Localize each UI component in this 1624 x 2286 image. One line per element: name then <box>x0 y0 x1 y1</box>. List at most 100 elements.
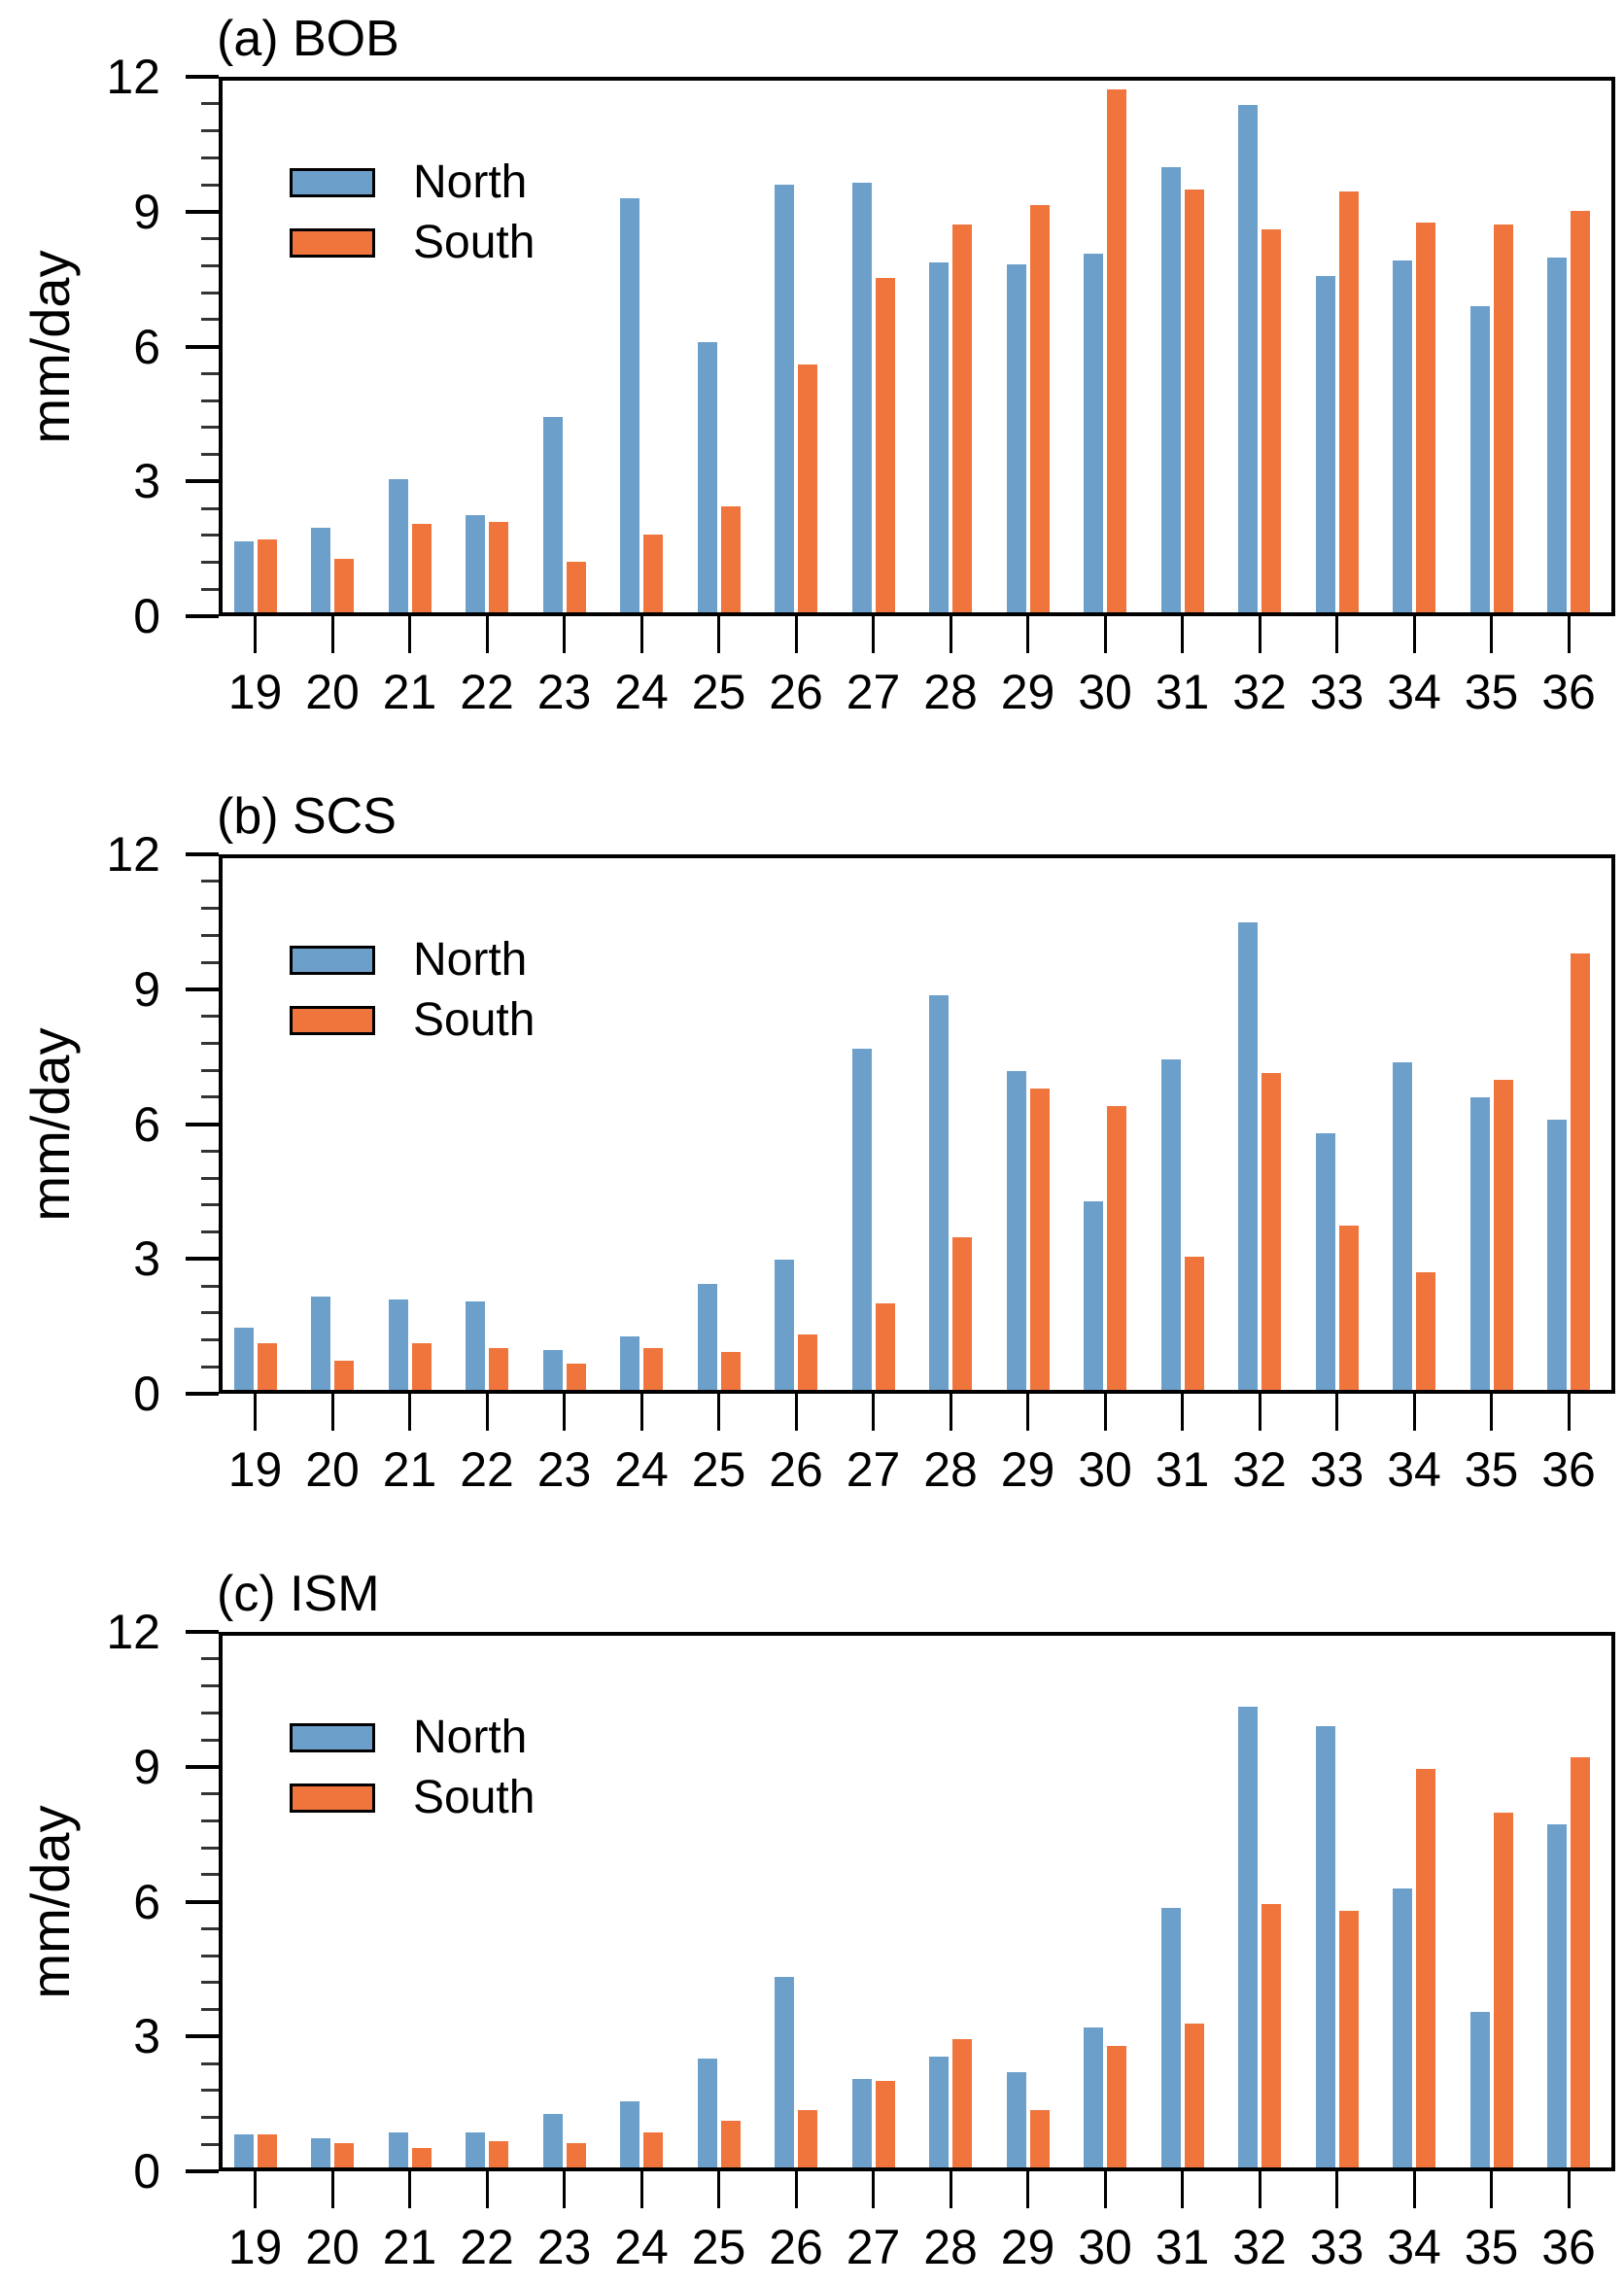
y-minor-tick-b <box>201 1203 219 1207</box>
bar-south-b-34 <box>1416 1272 1435 1390</box>
xtick-label-a-24: 24 <box>614 665 669 719</box>
bar-north-c-24 <box>620 2100 639 2167</box>
ytick-label-b-3: 3 <box>133 1231 160 1287</box>
ytick-label-a-12: 12 <box>106 50 160 104</box>
y-minor-tick-c <box>201 2061 219 2065</box>
x-tick-a-19 <box>254 616 257 653</box>
bar-south-a-21 <box>411 523 432 612</box>
bar-south-b-30 <box>1107 1106 1126 1390</box>
y-major-tick-a <box>186 479 219 484</box>
y-minor-tick-b <box>201 1068 219 1072</box>
y-major-tick-b <box>186 852 219 856</box>
y-major-tick-a <box>186 344 219 349</box>
y-minor-tick-a <box>201 102 219 106</box>
xtick-label-c-30: 30 <box>1078 2220 1132 2274</box>
x-tick-a-29 <box>1026 616 1029 653</box>
y-minor-tick-c <box>201 1818 219 1822</box>
xtick-label-b-27: 27 <box>846 1442 901 1497</box>
bar-south-a-33 <box>1338 190 1359 612</box>
x-tick-c-19 <box>254 2171 257 2208</box>
x-tick-b-21 <box>408 1394 411 1431</box>
legend-north-label-b: North <box>413 934 528 986</box>
y-major-tick-b <box>186 1392 219 1396</box>
y-minor-tick-b <box>201 1149 219 1153</box>
bar-north-b-34 <box>1393 1061 1412 1390</box>
x-tick-c-33 <box>1335 2171 1338 2208</box>
y-minor-tick-c <box>201 1926 219 1930</box>
bar-south-a-30 <box>1107 89 1126 612</box>
xtick-label-b-30: 30 <box>1078 1442 1132 1497</box>
xtick-label-b-31: 31 <box>1155 1442 1210 1497</box>
bar-north-a-34 <box>1393 260 1412 612</box>
y-minor-tick-a <box>201 587 219 591</box>
y-minor-tick-a <box>201 398 219 402</box>
y-minor-tick-b <box>201 933 219 937</box>
ytick-label-a-9: 9 <box>133 184 160 239</box>
x-tick-a-34 <box>1412 616 1416 653</box>
x-tick-c-30 <box>1103 2171 1107 2208</box>
bar-north-a-36 <box>1547 258 1567 612</box>
y-minor-tick-c <box>201 1846 219 1850</box>
bar-north-c-32 <box>1238 1706 1258 2167</box>
xtick-label-b-36: 36 <box>1541 1442 1596 1497</box>
bar-south-c-32 <box>1261 1903 1281 2167</box>
xtick-label-c-24: 24 <box>614 2220 669 2274</box>
bar-south-c-26 <box>798 2109 817 2167</box>
y-minor-tick-a <box>201 263 219 267</box>
bar-north-c-19 <box>233 2133 254 2167</box>
x-tick-b-20 <box>330 1394 334 1431</box>
bar-south-c-35 <box>1493 1813 1513 2167</box>
bar-north-a-19 <box>233 541 254 612</box>
x-tick-a-24 <box>639 616 643 653</box>
bar-south-b-31 <box>1184 1257 1204 1390</box>
y-minor-tick-a <box>201 534 219 537</box>
xtick-label-b-23: 23 <box>536 1442 592 1497</box>
y-minor-tick-b <box>201 1230 219 1233</box>
bar-south-a-36 <box>1571 211 1590 612</box>
y-major-tick-a <box>186 75 219 79</box>
plot-area-a: North South <box>219 77 1615 616</box>
xtick-label-c-19: 19 <box>227 2220 283 2274</box>
bar-south-a-29 <box>1029 204 1050 612</box>
bar-north-a-33 <box>1315 275 1335 612</box>
y-minor-tick-a <box>201 237 219 240</box>
x-tick-a-31 <box>1181 616 1184 653</box>
x-tick-b-23 <box>563 1394 566 1431</box>
xtick-label-b-20: 20 <box>305 1442 360 1497</box>
bar-north-b-28 <box>929 995 949 1390</box>
bar-north-c-36 <box>1547 1823 1567 2167</box>
bar-north-b-25 <box>697 1283 717 1390</box>
bar-north-b-33 <box>1315 1132 1335 1390</box>
x-tick-c-27 <box>872 2171 875 2208</box>
bar-south-a-27 <box>875 277 895 612</box>
xtick-label-c-26: 26 <box>769 2220 823 2274</box>
y-minor-tick-b <box>201 1365 219 1368</box>
bar-north-c-34 <box>1393 1888 1412 2167</box>
bar-south-c-34 <box>1416 1768 1435 2167</box>
y-minor-tick-a <box>201 506 219 510</box>
y-minor-tick-c <box>201 2089 219 2093</box>
bar-south-a-20 <box>334 559 354 612</box>
x-tick-b-27 <box>872 1394 875 1431</box>
x-tick-a-25 <box>717 616 720 653</box>
bar-north-b-27 <box>851 1049 872 1390</box>
x-tick-a-26 <box>794 616 798 653</box>
bar-south-a-32 <box>1261 228 1281 612</box>
bar-south-c-19 <box>257 2133 277 2167</box>
y-minor-tick-a <box>201 561 219 564</box>
bar-north-b-32 <box>1238 922 1258 1390</box>
y-minor-tick-c <box>201 1792 219 1795</box>
x-tick-b-33 <box>1335 1394 1338 1431</box>
bar-south-c-30 <box>1107 2045 1126 2167</box>
bar-north-a-21 <box>388 479 408 612</box>
y-major-tick-c <box>186 1630 219 1634</box>
bar-south-b-25 <box>720 1352 741 1390</box>
bar-north-c-31 <box>1160 1908 1181 2167</box>
xtick-label-b-28: 28 <box>923 1442 978 1497</box>
bar-north-b-35 <box>1469 1097 1490 1390</box>
legend-south-swatch-a <box>290 228 375 258</box>
legend-south-label-a: South <box>413 217 536 268</box>
xtick-label-c-25: 25 <box>691 2220 746 2274</box>
bar-south-c-23 <box>566 2142 586 2167</box>
